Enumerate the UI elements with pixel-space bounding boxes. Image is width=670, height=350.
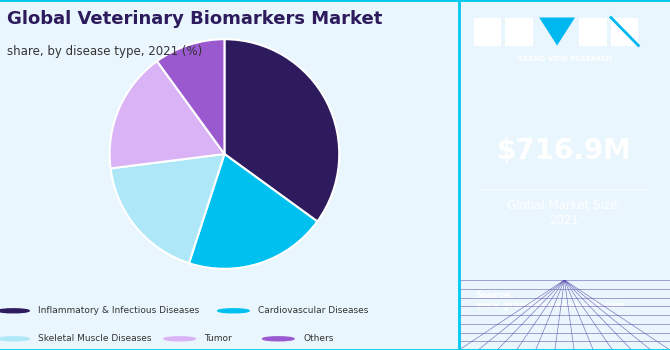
FancyBboxPatch shape <box>505 18 533 46</box>
Text: Others: Others <box>303 334 334 343</box>
Text: Tumor: Tumor <box>204 334 232 343</box>
Wedge shape <box>157 39 224 154</box>
Text: Global Market Size,
2021: Global Market Size, 2021 <box>507 199 622 228</box>
Circle shape <box>164 337 195 341</box>
Wedge shape <box>189 154 318 269</box>
Circle shape <box>0 337 29 341</box>
Text: Inflammatory & Infectious Diseases: Inflammatory & Infectious Diseases <box>38 306 200 315</box>
Text: GRAND VIEW RESEARCH: GRAND VIEW RESEARCH <box>517 56 612 62</box>
Text: Global Veterinary Biomarkers Market: Global Veterinary Biomarkers Market <box>7 10 382 28</box>
Text: $716.9M: $716.9M <box>497 136 632 164</box>
Circle shape <box>218 309 249 313</box>
Wedge shape <box>111 154 224 263</box>
Circle shape <box>263 337 294 341</box>
Text: Skeletal Muscle Diseases: Skeletal Muscle Diseases <box>38 334 151 343</box>
Wedge shape <box>224 39 339 222</box>
Polygon shape <box>539 18 575 46</box>
FancyBboxPatch shape <box>611 18 639 46</box>
Text: Cardiovascular Diseases: Cardiovascular Diseases <box>258 306 368 315</box>
Wedge shape <box>110 61 224 168</box>
Circle shape <box>0 309 29 313</box>
Text: share, by disease type, 2021 (%): share, by disease type, 2021 (%) <box>7 46 202 58</box>
FancyBboxPatch shape <box>580 18 607 46</box>
Text: Source:
www.grandviewresearch.com: Source: www.grandviewresearch.com <box>476 290 626 310</box>
FancyBboxPatch shape <box>474 18 501 46</box>
